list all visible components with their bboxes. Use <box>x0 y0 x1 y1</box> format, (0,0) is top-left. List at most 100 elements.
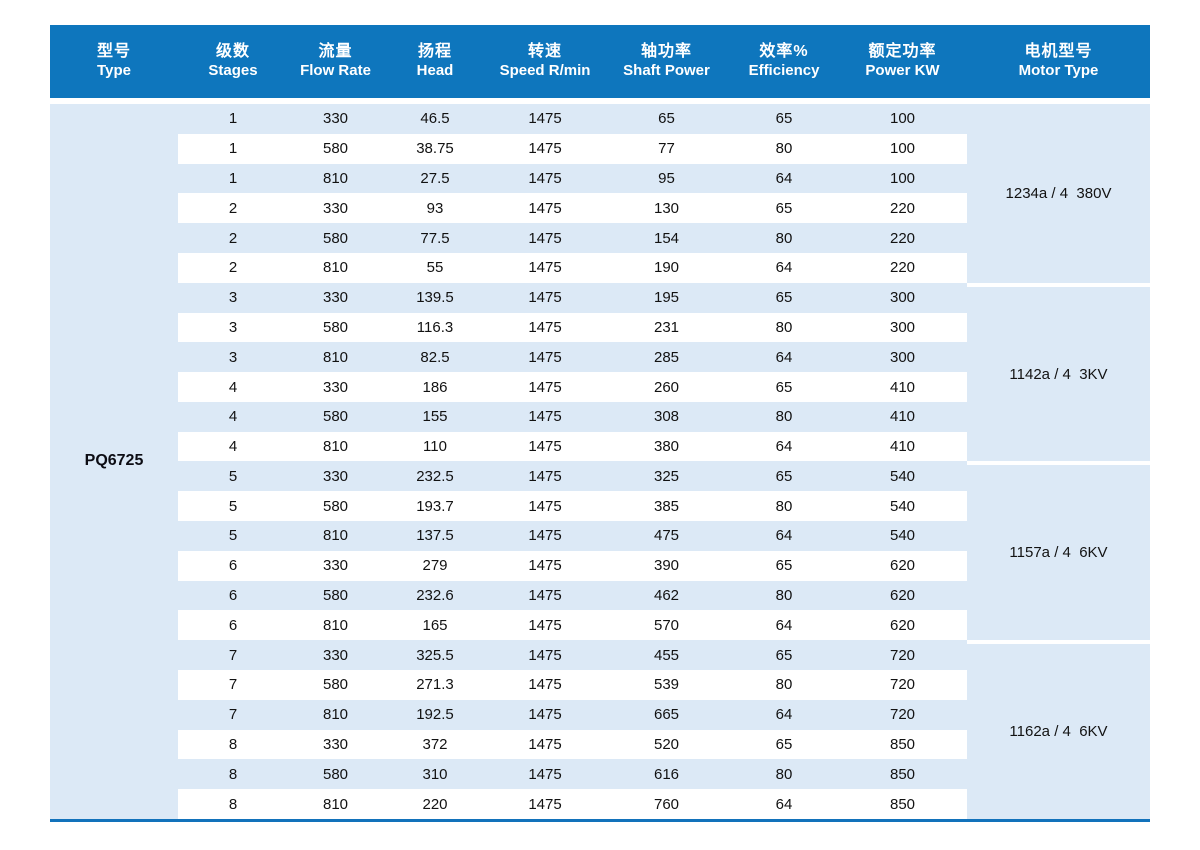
table-cell: 390 <box>603 550 730 581</box>
table-cell: 8 <box>178 759 288 790</box>
table-cell: 5 <box>178 521 288 551</box>
table-cell: 1475 <box>487 789 603 819</box>
table-cell: 410 <box>838 401 967 432</box>
table-cell: 580 <box>288 223 383 253</box>
motor-type-cell: 1142a / 4 3KV <box>967 282 1150 462</box>
header-col-shaft-power: 轴功率 Shaft Power <box>603 25 730 98</box>
table-cell: 330 <box>288 461 383 492</box>
table-cell: 46.5 <box>383 104 487 134</box>
table-cell: 271.3 <box>383 670 487 700</box>
table-cell: 2 <box>178 223 288 253</box>
table-cell: 850 <box>838 759 967 790</box>
table-cell: 540 <box>838 461 967 492</box>
table-cell: 220 <box>383 789 487 819</box>
table-cell: 65 <box>730 640 838 671</box>
table-cell: 190 <box>603 252 730 283</box>
table-cell: 539 <box>603 670 730 700</box>
table-cell: 580 <box>288 401 383 432</box>
table-cell: 186 <box>383 372 487 402</box>
table-cell: 64 <box>730 252 838 283</box>
table-cell: 810 <box>288 521 383 551</box>
table-cell: 455 <box>603 640 730 671</box>
table-cell: 570 <box>603 610 730 641</box>
table-cell: 760 <box>603 789 730 819</box>
table-cell: 4 <box>178 401 288 432</box>
table-cell: 1475 <box>487 342 603 373</box>
table-cell: 7 <box>178 699 288 730</box>
header-label-cn: 扬程 <box>417 43 452 61</box>
table-cell: 64 <box>730 789 838 819</box>
table-cell: 279 <box>383 550 487 581</box>
table-cell: 850 <box>838 789 967 819</box>
table-cell: 220 <box>838 223 967 253</box>
table-cell: 372 <box>383 729 487 760</box>
table-cell: 380 <box>603 431 730 462</box>
table-cell: 325.5 <box>383 640 487 671</box>
header-label-en: Flow Rate <box>300 62 371 80</box>
table-cell: 195 <box>603 282 730 313</box>
header-label-cn: 轴功率 <box>640 43 692 61</box>
table-cell: 620 <box>838 550 967 581</box>
header-col-power-kw: 额定功率 Power KW <box>838 25 967 98</box>
header-label-cn: 转速 <box>527 43 562 61</box>
table-cell: 80 <box>730 312 838 343</box>
table-cell: 80 <box>730 759 838 790</box>
table-cell: 330 <box>288 193 383 224</box>
table-cell: 1475 <box>487 580 603 611</box>
table-cell: 580 <box>288 670 383 700</box>
table-cell: 130 <box>603 193 730 224</box>
table-cell: 3 <box>178 312 288 343</box>
table-cell: 64 <box>730 163 838 194</box>
pump-spec-table: 型号 Type 级数 Stages 流量 Flow Rate 扬程 Head 转速 Speed R… <box>50 25 1150 822</box>
header-label-cn: 额定功率 <box>868 43 937 61</box>
table-cell: 155 <box>383 401 487 432</box>
table-cell: 5 <box>178 491 288 522</box>
table-cell: 3 <box>178 342 288 373</box>
table-cell: 1475 <box>487 550 603 581</box>
table-cell: 232.6 <box>383 580 487 611</box>
table-cell: 64 <box>730 521 838 551</box>
table-cell: 1 <box>178 104 288 134</box>
table-cell: 1475 <box>487 104 603 134</box>
table-cell: 110 <box>383 431 487 462</box>
header-label-en: Type <box>97 62 131 80</box>
table-cell: 80 <box>730 491 838 522</box>
table-cell: 64 <box>730 342 838 373</box>
table-cell: 580 <box>288 133 383 164</box>
table-cell: 1475 <box>487 670 603 700</box>
table-cell: 810 <box>288 342 383 373</box>
table-cell: 4 <box>178 372 288 402</box>
header-label-en: Stages <box>208 62 258 80</box>
table-body: PQ6725 1 330 46.5 1475 65 65 100 1 580 38.75 1475 7… <box>50 104 1150 819</box>
table-cell: 1475 <box>487 610 603 641</box>
table-cell: 1475 <box>487 282 603 313</box>
table-cell: 3 <box>178 282 288 313</box>
table-cell: 1475 <box>487 729 603 760</box>
table-cell: 6 <box>178 580 288 611</box>
table-cell: 1475 <box>487 372 603 402</box>
table-cell: 8 <box>178 729 288 760</box>
table-cell: 810 <box>288 699 383 730</box>
pump-type-cell: PQ6725 <box>50 104 178 819</box>
motor-type-cell: 1162a / 4 6KV <box>967 640 1150 819</box>
table-cell: 462 <box>603 580 730 611</box>
header-col-motor-type: 电机型号 Motor Type <box>967 25 1150 98</box>
table-cell: 330 <box>288 640 383 671</box>
header-body-gap <box>50 98 1150 104</box>
table-header: 型号 Type 级数 Stages 流量 Flow Rate 扬程 Head 转速 Speed R… <box>50 25 1150 98</box>
table-cell: 720 <box>838 670 967 700</box>
table-cell: 165 <box>383 610 487 641</box>
table-cell: 1475 <box>487 521 603 551</box>
table-cell: 325 <box>603 461 730 492</box>
table-cell: 65 <box>730 550 838 581</box>
table-cell: 1475 <box>487 461 603 492</box>
header-col-head: 扬程 Head <box>383 25 487 98</box>
table-cell: 1 <box>178 133 288 164</box>
table-cell: 616 <box>603 759 730 790</box>
table-cell: 64 <box>730 610 838 641</box>
table-cell: 310 <box>383 759 487 790</box>
table-cell: 720 <box>838 699 967 730</box>
table-cell: 7 <box>178 670 288 700</box>
table-cell: 330 <box>288 372 383 402</box>
table-cell: 410 <box>838 431 967 462</box>
